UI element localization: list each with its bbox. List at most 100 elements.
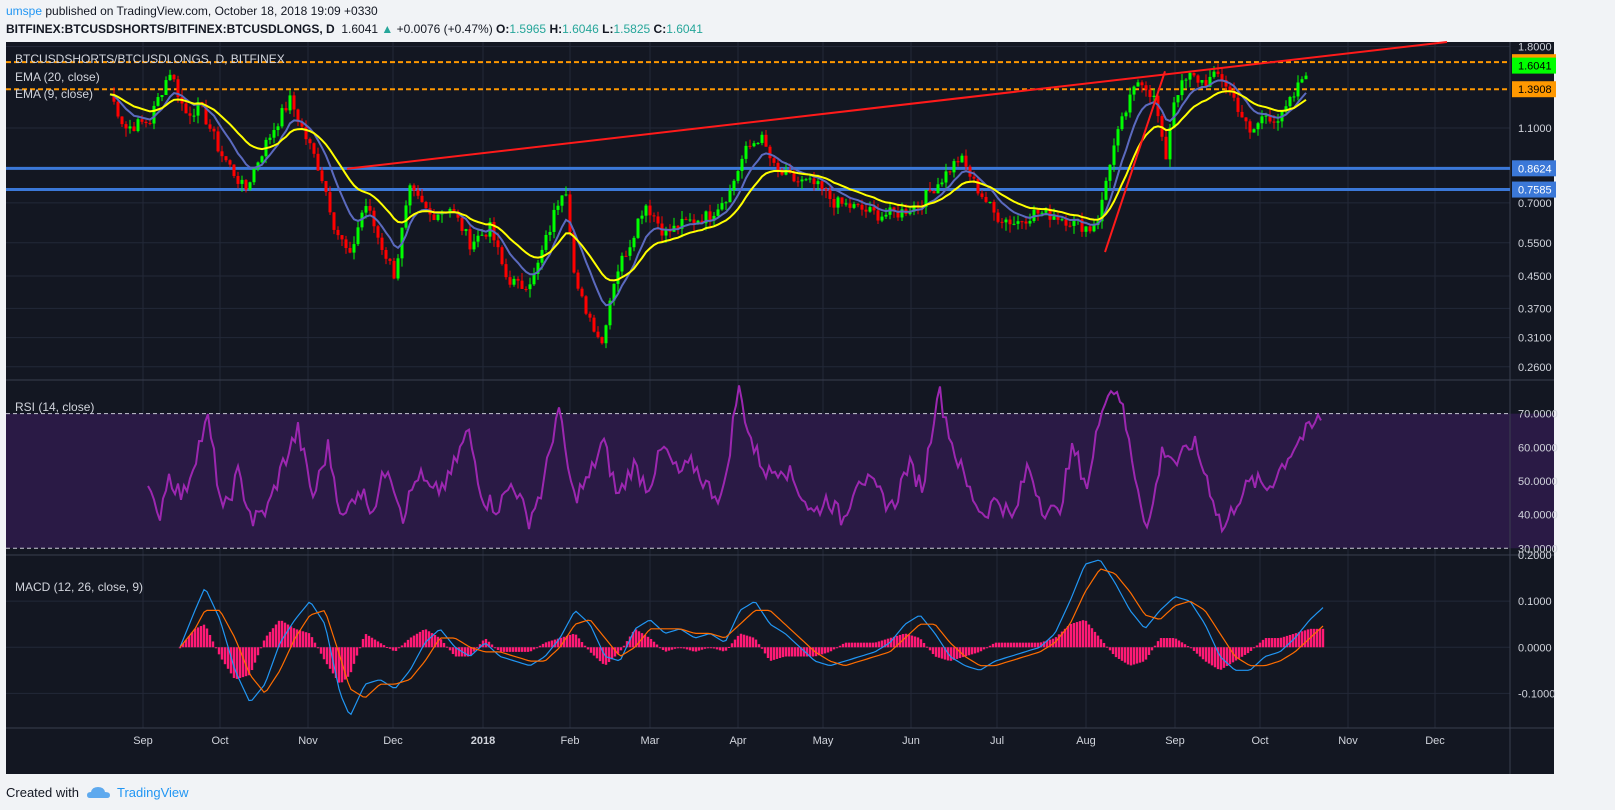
candle-body xyxy=(332,212,336,230)
candle-body xyxy=(464,229,468,231)
candle-body xyxy=(852,204,856,208)
candle-body xyxy=(652,215,656,217)
macd-histogram-bar xyxy=(568,634,572,648)
macd-histogram-bar xyxy=(1222,647,1226,668)
macd-histogram-bar xyxy=(1276,638,1280,648)
candle-body xyxy=(1256,123,1260,130)
candle-body xyxy=(764,134,768,147)
macd-histogram-bar xyxy=(1243,647,1247,655)
footer: Created with TradingView xyxy=(6,785,189,800)
candle-body xyxy=(1136,82,1140,87)
candle-body xyxy=(1240,111,1244,118)
candle-body xyxy=(224,156,228,161)
candle-body xyxy=(472,241,476,250)
macd-label: MACD (12, 26, close, 9) xyxy=(15,580,143,594)
macd-histogram-bar xyxy=(691,647,695,652)
macd-histogram-bar xyxy=(1300,631,1304,648)
macd-histogram-bar xyxy=(838,645,842,648)
macd-histogram-bar xyxy=(1315,628,1319,648)
macd-histogram-bar xyxy=(802,647,806,657)
macd-histogram-bar xyxy=(1285,635,1289,648)
macd-histogram-bar xyxy=(529,647,533,652)
macd-histogram-bar xyxy=(1270,638,1274,648)
candle-body xyxy=(1172,102,1176,128)
candle-body xyxy=(1176,95,1180,103)
candle-body xyxy=(772,158,776,163)
macd-histogram-bar xyxy=(325,647,329,665)
candle-body xyxy=(208,124,212,129)
y-tick-label: 0.3100 xyxy=(1518,333,1552,345)
candle-body xyxy=(828,190,832,199)
candle-body xyxy=(820,181,824,190)
created-with-text: Created with xyxy=(6,785,79,800)
macd-histogram-bar xyxy=(637,631,641,648)
macd-histogram-bar xyxy=(625,641,629,648)
candle-body xyxy=(924,189,928,207)
candle-body xyxy=(644,205,648,216)
macd-histogram-bar xyxy=(199,626,203,648)
candle-body xyxy=(240,179,244,184)
macd-histogram-bar xyxy=(310,637,314,648)
candle-body xyxy=(288,95,292,111)
candle-body xyxy=(928,189,932,192)
macd-histogram-bar xyxy=(895,635,899,648)
macd-histogram-bar xyxy=(619,647,623,651)
candle-body xyxy=(752,143,756,147)
macd-histogram-bar xyxy=(556,638,560,648)
candle-body xyxy=(692,219,696,224)
macd-histogram-bar xyxy=(997,642,1001,648)
candle-body xyxy=(1084,226,1088,232)
macd-histogram-bar xyxy=(1024,642,1028,648)
macd-histogram-bar xyxy=(445,646,449,648)
macd-histogram-bar xyxy=(532,647,536,650)
macd-histogram-bar xyxy=(700,647,704,650)
macd-histogram-bar xyxy=(616,647,620,654)
macd-histogram-bar xyxy=(1198,647,1202,657)
candle-body xyxy=(1288,96,1292,107)
publish-text: published on TradingView.com, October 18… xyxy=(45,4,378,18)
macd-histogram-bar xyxy=(1267,638,1271,648)
rsi-band xyxy=(6,413,1554,549)
macd-histogram-bar xyxy=(388,647,392,649)
macd-histogram-bar xyxy=(970,647,974,655)
candle-body xyxy=(216,131,220,152)
author-link[interactable]: umspe xyxy=(6,4,43,18)
macd-histogram-bar xyxy=(508,647,512,652)
x-tick-label: Oct xyxy=(211,735,228,747)
macd-histogram-bar xyxy=(403,642,407,648)
macd-histogram-bar xyxy=(775,647,779,659)
candle-body xyxy=(748,145,752,147)
candle-body xyxy=(1192,72,1196,76)
macd-histogram-bar xyxy=(799,647,803,657)
candle-body xyxy=(1124,112,1128,117)
macd-histogram-bar xyxy=(730,643,734,648)
macd-histogram-bar xyxy=(913,636,917,648)
tradingview-link[interactable]: TradingView xyxy=(116,785,189,800)
macd-histogram-bar xyxy=(1147,647,1151,655)
y-tick-label: 1.8000 xyxy=(1518,42,1552,54)
candle-body xyxy=(120,116,124,125)
x-tick-label: Dec xyxy=(383,735,403,747)
macd-histogram-bar xyxy=(1150,647,1154,651)
high-label: H: xyxy=(549,22,563,36)
macd-histogram-bar xyxy=(1132,647,1136,665)
candle-body xyxy=(812,178,816,185)
candle-body xyxy=(236,175,240,184)
candle-body xyxy=(476,235,480,242)
candle-body xyxy=(732,180,736,191)
macd-histogram-bar xyxy=(202,624,206,648)
macd-histogram-bar xyxy=(379,643,383,648)
candle-body xyxy=(1248,121,1252,133)
candle-body xyxy=(336,229,340,236)
macd-histogram-bar xyxy=(925,646,929,648)
macd-histogram-bar xyxy=(763,647,767,654)
candle-body xyxy=(1180,80,1184,96)
candle-body xyxy=(956,161,960,163)
macd-histogram-bar xyxy=(715,647,719,650)
resistance-price-label: 1.3908 xyxy=(1518,84,1552,96)
macd-histogram-bar xyxy=(835,647,839,649)
candle-body xyxy=(536,262,540,274)
macd-histogram-bar xyxy=(535,647,539,649)
macd-histogram-bar xyxy=(391,647,395,651)
